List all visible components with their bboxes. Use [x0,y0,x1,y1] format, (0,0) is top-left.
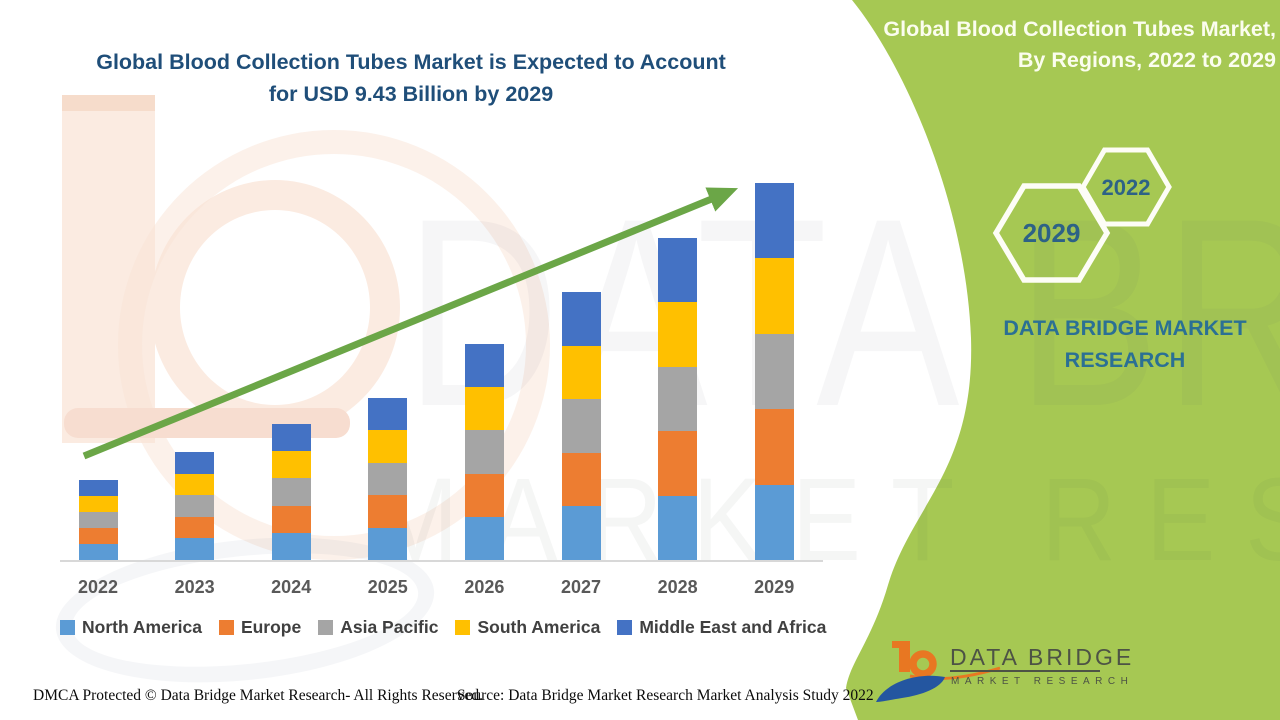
bar-segment-south-america [561,345,601,400]
watermark-text-line1: DATA BRIDGE [405,162,1280,462]
legend-label: Asia Pacific [340,617,439,637]
x-axis-label-2022: 2022 [77,577,119,597]
bar-segment-europe [78,528,118,544]
bar-segment-south-america [464,387,504,431]
bar-segment-middle-east-and-africa [561,292,601,346]
panel-title-line2: By Regions, 2022 to 2029 [1017,48,1276,72]
legend-swatch [318,620,334,635]
bar-segment-middle-east-and-africa [368,398,408,431]
dmca-notice: DMCA Protected © Data Bridge Market Rese… [33,687,483,704]
logo-b-bowl [909,650,937,678]
bar-segment-asia-pacific [175,495,215,517]
bar-segment-north-america [271,532,311,560]
bar-segment-asia-pacific [368,462,408,496]
x-axis-label-2028: 2028 [657,577,698,597]
bar-segment-middle-east-and-africa [754,182,794,259]
watermark-logo-cap [62,95,155,111]
chart-title-line1: Global Blood Collection Tubes Market is … [96,50,726,74]
bar-segment-europe [464,473,504,517]
bar-segment-asia-pacific [754,333,794,410]
hexagon-2022-label: 2022 [1102,175,1151,200]
bar-chart: 2022 2023 2024 2025 2026 2027 2028 2029 [77,182,795,597]
panel-title-line1: Global Blood Collection Tubes Market, [883,17,1276,41]
x-axis-label-2027: 2027 [560,577,602,597]
bar-segment-asia-pacific [658,366,698,432]
legend-label: Europe [240,617,302,637]
bar-segment-south-america [754,258,794,334]
bar-segment-south-america [175,473,215,496]
databridge-logo-icon [876,641,1001,702]
bar-segment-middle-east-and-africa [78,480,118,496]
year-hexagons: 2029 2022 [992,147,1172,283]
bar-segment-north-america [561,506,601,560]
chart-title: Global Blood Collection Tubes Market is … [55,46,767,110]
x-axis-label-2023: 2023 [174,577,215,597]
bar-segment-south-america [271,451,311,479]
panel-title: Global Blood Collection Tubes Market, By… [856,14,1278,76]
bar-segment-asia-pacific [271,478,311,506]
bar-segment-north-america [464,516,504,560]
bar-segment-europe [561,452,601,507]
logo-b-stem [892,641,910,672]
bar-segment-europe [175,516,215,539]
hexagon-2022 [1080,147,1172,227]
hexagon-2029 [992,183,1111,283]
legend-item-asia-pacific: Asia Pacific [318,617,438,638]
legend-item-europe: Europe [218,617,302,638]
bar-segment-middle-east-and-africa [464,344,504,388]
bar-segment-south-america [368,430,408,463]
bar-segment-europe [368,495,408,528]
bar-segment-middle-east-and-africa [271,424,311,452]
hexagon-2029-label: 2029 [1023,218,1081,248]
logo-subtitle: MARKET RESEARCH [951,676,1134,687]
source-note: Source: Data Bridge Market Research Mark… [457,687,874,704]
legend: North America Europe Asia Pacific South Ame… [60,617,826,638]
bar-segment-north-america [754,484,794,560]
bar-segment-north-america [175,538,215,560]
logo-blue-crescent [876,675,945,702]
brand-name-line2: RESEARCH [1064,348,1186,372]
legend-swatch [60,620,75,635]
bar-segment-europe [271,505,311,533]
x-axis-line [60,560,823,562]
bar-segment-asia-pacific [78,512,118,528]
green-panel-shape [846,0,1280,720]
legend-swatch [617,620,633,635]
brand-name: DATA BRIDGE MARKET RESEARCH [980,312,1270,376]
bar-segment-south-america [78,496,118,512]
bar-segment-middle-east-and-africa [658,238,698,303]
legend-label: South America [477,617,601,637]
bar-segment-europe [754,409,794,485]
bar-segment-asia-pacific [464,430,504,474]
chart-title-line2: for USD 9.43 Billion by 2029 [268,82,554,106]
logo-underline [950,670,1100,672]
x-axis-label-2024: 2024 [271,577,312,597]
brand-name-line1: DATA BRIDGE MARKET [1003,316,1247,340]
trend-arrow-line [82,187,739,460]
legend-item-south-america: South America [455,617,600,638]
legend-swatch [455,620,471,635]
bar-segment-north-america [658,495,698,560]
bar-segment-north-america [368,527,408,560]
x-axis-label-2026: 2026 [464,577,505,597]
bar-segment-north-america [78,544,118,560]
legend-swatch [218,620,234,635]
legend-item-middle-east-and-africa: Middle East and Africa [617,617,826,638]
bar-segment-europe [658,431,698,496]
legend-label: Middle East and Africa [639,617,827,637]
x-axis-label-2029: 2029 [754,577,795,597]
bar-segment-asia-pacific [561,399,601,453]
x-axis-label-2025: 2025 [367,577,408,597]
watermark-text-line2: MARKET RESEARCH [372,454,1280,586]
legend-label: North America [82,617,202,637]
legend-item-north-america: North America [60,617,202,638]
bar-segment-middle-east-and-africa [175,452,215,474]
logo-wordmark: DATA BRIDGE [950,644,1135,670]
bar-segment-south-america [658,302,698,367]
